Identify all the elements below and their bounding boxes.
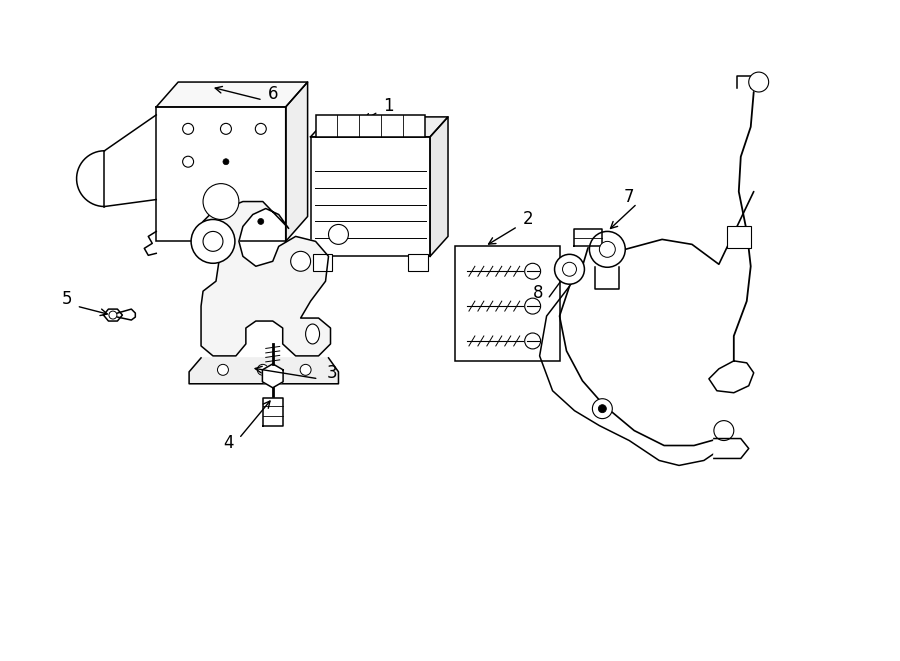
Circle shape <box>592 399 612 418</box>
Bar <box>316 115 425 137</box>
Circle shape <box>257 364 268 375</box>
Circle shape <box>525 263 541 279</box>
Text: 8: 8 <box>533 284 543 302</box>
Circle shape <box>562 262 577 276</box>
Text: 1: 1 <box>382 97 393 115</box>
Text: 4: 4 <box>224 434 234 451</box>
Circle shape <box>300 364 311 375</box>
Circle shape <box>525 298 541 314</box>
Bar <box>455 247 560 361</box>
Polygon shape <box>285 82 308 241</box>
Polygon shape <box>189 358 338 384</box>
Bar <box>312 254 332 271</box>
Text: 5: 5 <box>61 290 72 308</box>
Circle shape <box>109 311 117 319</box>
Circle shape <box>223 159 229 165</box>
Polygon shape <box>574 229 602 247</box>
Polygon shape <box>310 117 448 137</box>
Text: 3: 3 <box>328 364 338 382</box>
Polygon shape <box>157 82 308 107</box>
Bar <box>310 137 430 256</box>
Circle shape <box>203 184 238 219</box>
Text: 6: 6 <box>267 85 278 103</box>
Circle shape <box>191 219 235 263</box>
Ellipse shape <box>306 324 319 344</box>
Circle shape <box>183 156 194 167</box>
Circle shape <box>257 219 264 225</box>
Text: 2: 2 <box>522 210 533 229</box>
Polygon shape <box>117 309 135 320</box>
Bar <box>409 254 428 271</box>
Circle shape <box>220 124 231 134</box>
Circle shape <box>291 251 310 271</box>
Circle shape <box>328 225 348 245</box>
Circle shape <box>256 124 266 134</box>
Polygon shape <box>201 202 330 356</box>
Circle shape <box>554 254 584 284</box>
Circle shape <box>203 231 223 251</box>
Circle shape <box>749 72 769 92</box>
Circle shape <box>525 333 541 349</box>
Polygon shape <box>714 438 749 459</box>
Bar <box>157 107 285 241</box>
Polygon shape <box>709 361 753 393</box>
Polygon shape <box>263 364 284 388</box>
Circle shape <box>590 231 625 267</box>
Polygon shape <box>430 117 448 256</box>
Circle shape <box>598 405 607 412</box>
Circle shape <box>599 241 616 257</box>
Text: 7: 7 <box>624 188 634 206</box>
Polygon shape <box>263 398 283 426</box>
Polygon shape <box>104 309 122 321</box>
Circle shape <box>218 364 229 375</box>
Circle shape <box>183 124 194 134</box>
Bar <box>727 227 751 249</box>
Circle shape <box>714 420 734 440</box>
